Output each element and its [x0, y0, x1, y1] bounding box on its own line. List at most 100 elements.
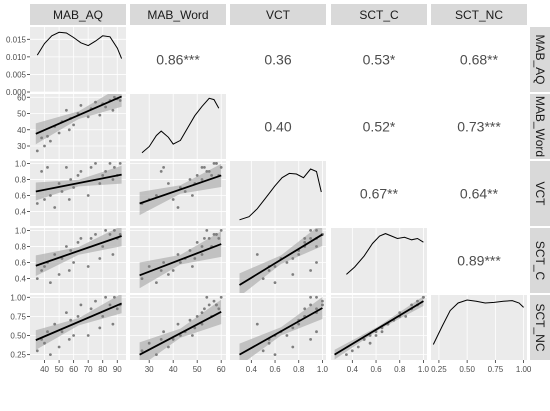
correlation-label-mab_aq-sct_nc: 0.68** [460, 52, 499, 68]
data-point [111, 108, 115, 112]
data-point [53, 206, 57, 209]
strip-row-label-sct_c: SCT_C [533, 241, 547, 281]
data-point [53, 253, 57, 256]
data-point [35, 277, 39, 280]
data-point [261, 349, 265, 353]
x-tick-label-sct_nc: 0.25 [431, 365, 447, 374]
data-point [162, 166, 166, 169]
data-point [203, 166, 206, 169]
data-point [176, 206, 180, 209]
data-point [255, 322, 259, 326]
data-point [147, 265, 151, 268]
data-point [35, 149, 39, 153]
data-point [86, 265, 90, 268]
data-point [104, 105, 107, 109]
data-point [422, 295, 425, 299]
y-tick-label-sct_nc: 0.25 [10, 351, 26, 360]
data-point [89, 166, 93, 169]
data-point [65, 311, 68, 314]
data-point [118, 162, 122, 165]
correlation-label-mab_aq-sct_c: 0.53* [363, 52, 396, 68]
data-point [89, 237, 93, 240]
data-point [104, 295, 107, 299]
strip-col-vct [230, 4, 326, 25]
data-point [140, 277, 144, 280]
x-tick-label-vct: 0.8 [293, 365, 305, 374]
x-tick-label-sct_c: 0.8 [394, 365, 406, 374]
y-tick-label-vct: 0.6 [15, 192, 27, 201]
data-point [176, 322, 180, 326]
data-point [101, 174, 105, 177]
data-point [273, 281, 277, 284]
data-point [171, 198, 175, 201]
y-tick-label-sct_nc: 0.50 [10, 332, 26, 341]
data-point [159, 269, 163, 272]
panel-mab_word-mab_aq [30, 94, 126, 159]
strip-row-sct_nc [530, 295, 550, 360]
data-point [67, 338, 71, 341]
data-point [69, 178, 73, 181]
panel-mab_aq-mab_aq [30, 27, 126, 93]
x-tick-label-mab_word: 30 [145, 365, 154, 374]
panel-sct_c-sct_c [331, 228, 427, 293]
correlation-label-sct_c-sct_nc: 0.89*** [457, 253, 501, 269]
y-tick-label-mab_aq: 0.000 [6, 88, 27, 97]
y-tick-label-sct_c: 0.4 [15, 275, 27, 284]
strip-row-mab_word [530, 94, 550, 159]
panel-mab_word-mab_word [130, 94, 226, 159]
data-point [321, 299, 324, 303]
data-point [176, 253, 180, 256]
data-point [195, 241, 199, 244]
regression-line [35, 302, 122, 341]
data-point [35, 202, 39, 205]
data-point [203, 307, 206, 311]
data-point [219, 166, 223, 169]
strip-col-label-mab_aq: MAB_AQ [53, 8, 103, 22]
data-point [53, 322, 57, 326]
x-tick-label-sct_nc: 0.75 [488, 365, 504, 374]
strip-col-label-sct_nc: SCT_NC [455, 8, 503, 22]
x-tick-label-mab_word: 60 [217, 365, 226, 374]
x-tick-label-mab_aq: 60 [69, 365, 78, 374]
density-curve-vct [239, 168, 322, 221]
data-point [291, 273, 295, 276]
panel-background [130, 94, 226, 159]
data-point [111, 253, 115, 256]
data-point [315, 330, 318, 334]
data-point [212, 162, 216, 165]
data-point [303, 237, 307, 240]
data-point [183, 190, 187, 193]
data-point [309, 269, 312, 272]
data-point [101, 245, 105, 248]
x-tick-label-mab_aq: 50 [55, 365, 64, 374]
y-tick-label-mab_word: 60 [17, 93, 26, 102]
x-tick-label-mab_aq: 40 [40, 365, 49, 374]
data-point [191, 265, 194, 268]
data-point [200, 166, 204, 169]
panel-sct_nc-mab_aq [30, 295, 126, 360]
y-tick-label-mab_word: 40 [17, 126, 26, 135]
data-point [193, 257, 197, 260]
data-point [205, 170, 209, 173]
data-point [49, 353, 52, 356]
data-point [155, 353, 158, 356]
data-point [76, 315, 80, 318]
x-tick-label-vct: 0.6 [269, 365, 281, 374]
data-point [159, 170, 163, 173]
data-point [60, 190, 64, 193]
data-point [65, 108, 68, 112]
data-point [219, 295, 223, 299]
data-point [171, 338, 175, 341]
data-point [350, 349, 354, 353]
data-point [315, 307, 318, 311]
data-point [188, 249, 192, 252]
strip-col-sct_c [331, 4, 427, 25]
strip-col-mab_word [130, 4, 226, 25]
data-point [321, 303, 324, 307]
data-point [108, 162, 112, 165]
strip-row-mab_aq [530, 27, 550, 92]
x-tick-label-mab_aq: 90 [113, 365, 122, 374]
x-tick-label-sct_c: 0.4 [347, 365, 359, 374]
data-point [113, 295, 116, 299]
data-point [113, 95, 116, 99]
